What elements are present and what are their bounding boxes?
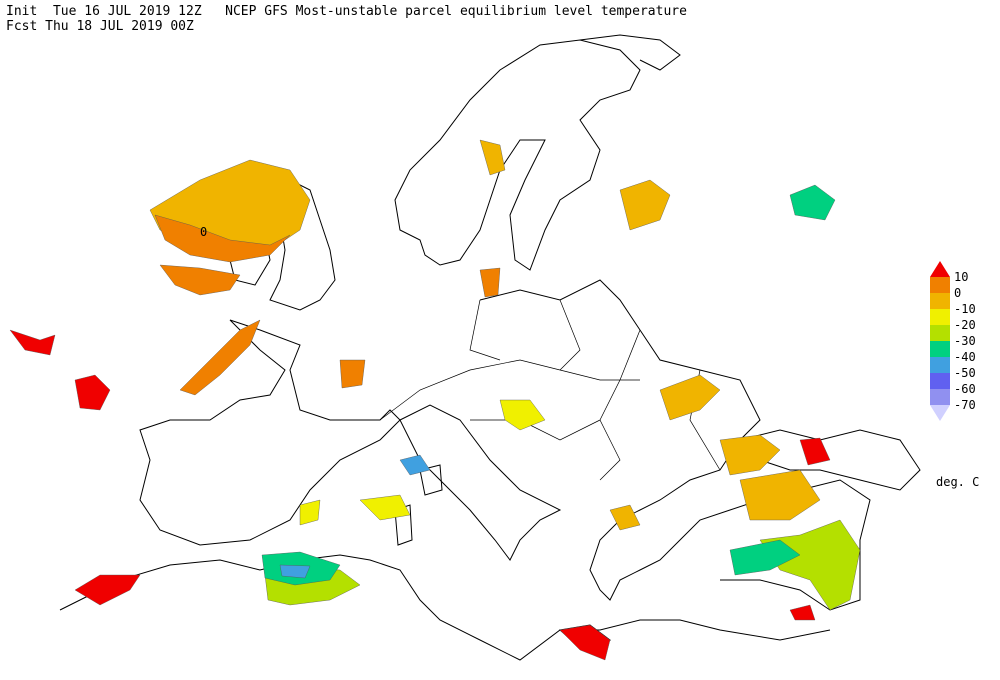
legend-unit: deg. C <box>936 475 979 489</box>
shaded-region <box>279 564 311 579</box>
shaded-region <box>739 469 821 521</box>
shaded-region <box>719 434 781 476</box>
coastline <box>139 319 401 546</box>
shaded-region <box>9 329 56 356</box>
coastline <box>579 34 681 71</box>
shaded-region <box>789 604 816 621</box>
legend-swatch <box>930 341 950 357</box>
shaded-region <box>74 374 111 411</box>
shaded-region <box>619 179 671 231</box>
legend-label: 0 <box>954 286 961 300</box>
shaded-region <box>799 437 831 466</box>
header-line: Fcst Thu 18 JUL 2019 00Z <box>6 19 194 34</box>
shaded-region <box>159 264 241 296</box>
legend-label: 10 <box>954 270 968 284</box>
legend-label: -20 <box>954 318 976 332</box>
legend-label: -30 <box>954 334 976 348</box>
legend-swatch <box>930 389 950 405</box>
shaded-region <box>359 494 411 521</box>
shaded-region <box>299 499 321 526</box>
legend-label: -50 <box>954 366 976 380</box>
legend-swatch <box>930 261 950 277</box>
coastline <box>739 429 921 491</box>
coastline <box>394 39 641 271</box>
shaded-region <box>499 399 546 431</box>
shaded-region <box>179 319 261 396</box>
shaded-region <box>339 359 366 389</box>
legend-label: -70 <box>954 398 976 412</box>
legend-swatch <box>930 405 950 421</box>
shaded-region <box>729 539 801 576</box>
legend-swatch <box>930 309 950 325</box>
shaded-region <box>154 214 291 263</box>
contour-label: 0 <box>200 225 207 239</box>
color-legend: 10 0 -10 -20 -30 -40 -50 -60 -70 <box>930 261 976 421</box>
country-border <box>379 299 721 481</box>
shaded-region <box>479 139 506 176</box>
legend-swatch <box>930 277 950 293</box>
shaded-region <box>559 624 611 661</box>
shaded-region <box>789 184 836 221</box>
shaded-regions <box>9 139 861 661</box>
legend-swatch <box>930 325 950 341</box>
shaded-region <box>609 504 641 531</box>
shaded-region <box>759 519 861 611</box>
coastline <box>479 279 871 611</box>
shaded-region <box>74 574 141 606</box>
legend-swatch <box>930 293 950 309</box>
coastline <box>59 554 831 661</box>
header-line: Init Tue 16 JUL 2019 12Z NCEP GFS Most-u… <box>6 4 687 19</box>
legend-label: -10 <box>954 302 976 316</box>
shaded-region <box>659 374 721 421</box>
legend-swatch <box>930 373 950 389</box>
shaded-region <box>479 267 501 298</box>
shaded-region <box>399 454 431 476</box>
legend-label: -60 <box>954 382 976 396</box>
legend-swatch <box>930 357 950 373</box>
legend-label: -40 <box>954 350 976 364</box>
